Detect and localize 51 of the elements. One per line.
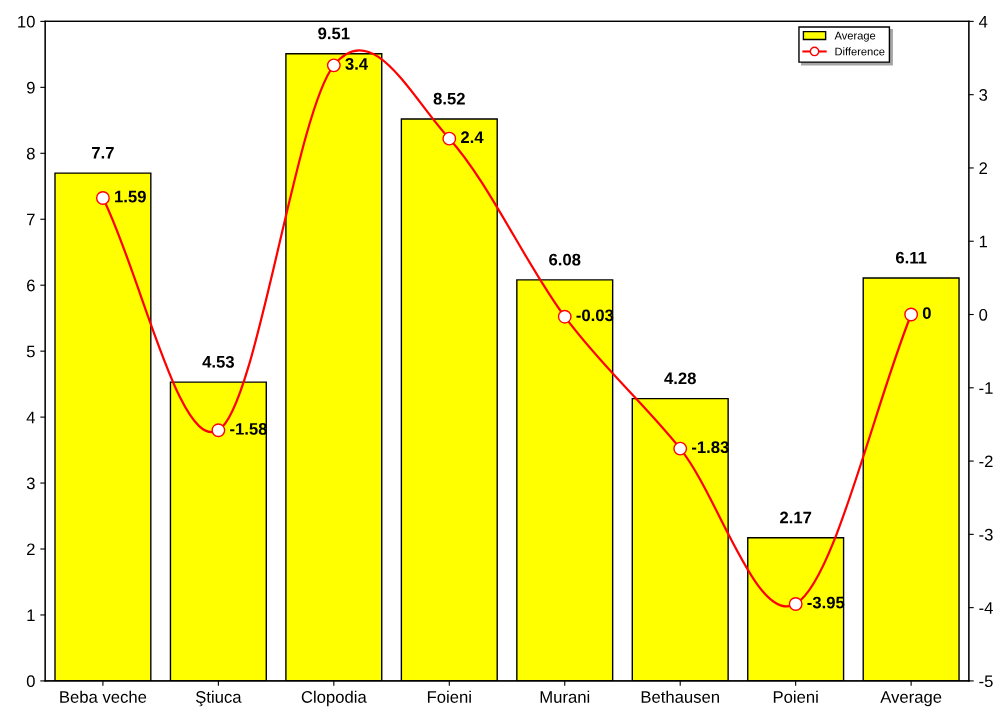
y2-tick-label: -3 — [979, 528, 993, 541]
point — [211, 423, 226, 438]
point — [904, 307, 919, 322]
data-label: 3.4 — [345, 58, 369, 70]
y-tick-label: 3 — [26, 477, 35, 490]
point — [326, 58, 341, 73]
y-tick-label: 8 — [26, 147, 35, 160]
y2-tick-label: 3 — [979, 89, 988, 101]
data-label: 8.52 — [433, 92, 465, 105]
y2-tick-label: -4 — [979, 602, 993, 614]
legend-label: Average — [834, 31, 876, 42]
data-label: 1.59 — [115, 190, 146, 203]
point — [557, 309, 572, 324]
y2-tick-label: -5 — [979, 675, 993, 688]
x-tick-label: Average — [880, 691, 942, 707]
y-tick-label: 5 — [26, 345, 35, 358]
y-tick-label: 7 — [27, 213, 35, 226]
y2-tick-label: 1 — [979, 235, 988, 248]
data-label: 6.08 — [549, 253, 581, 266]
x-tick-label: Poieni — [773, 690, 818, 703]
y-tick-label: 6 — [27, 279, 35, 292]
y-tick-label: 0 — [26, 675, 35, 688]
y-tick-label: 9 — [26, 81, 35, 94]
point — [442, 131, 457, 146]
data-label: 0 — [922, 307, 931, 319]
point — [788, 597, 803, 611]
y2-tick-label: -2 — [979, 455, 993, 468]
x-tick-label: Murani — [540, 690, 590, 703]
data-label: 4.28 — [664, 372, 696, 385]
y2-tick-label: 0 — [979, 308, 988, 321]
data-label: 2.17 — [780, 511, 812, 524]
x-tick-label: Ştiuca — [195, 690, 242, 707]
data-label: 2.4 — [460, 131, 484, 143]
point — [95, 191, 110, 205]
y2-tick-label: -1 — [979, 382, 993, 394]
legend-label: Difference — [835, 47, 885, 56]
y-tick-label: 1 — [27, 609, 35, 621]
y-tick-label: 10 — [18, 15, 35, 28]
data-label: 9.51 — [318, 27, 350, 40]
x-tick-label: Clopodia — [301, 690, 367, 707]
y-tick-label: 4 — [26, 411, 35, 424]
x-tick-label: Bethausen — [641, 690, 719, 703]
data-label: 6.11 — [895, 251, 927, 264]
data-label: 7.7 — [92, 147, 114, 159]
y2-tick-label: 2 — [979, 162, 988, 174]
x-tick-label: Beba veche — [60, 690, 147, 703]
y2-tick-label: 4 — [978, 15, 988, 28]
point — [673, 441, 688, 456]
y-tick-label: 2 — [27, 543, 35, 556]
data-label: 4.53 — [202, 355, 234, 368]
x-tick-label: Foieni — [427, 690, 471, 703]
